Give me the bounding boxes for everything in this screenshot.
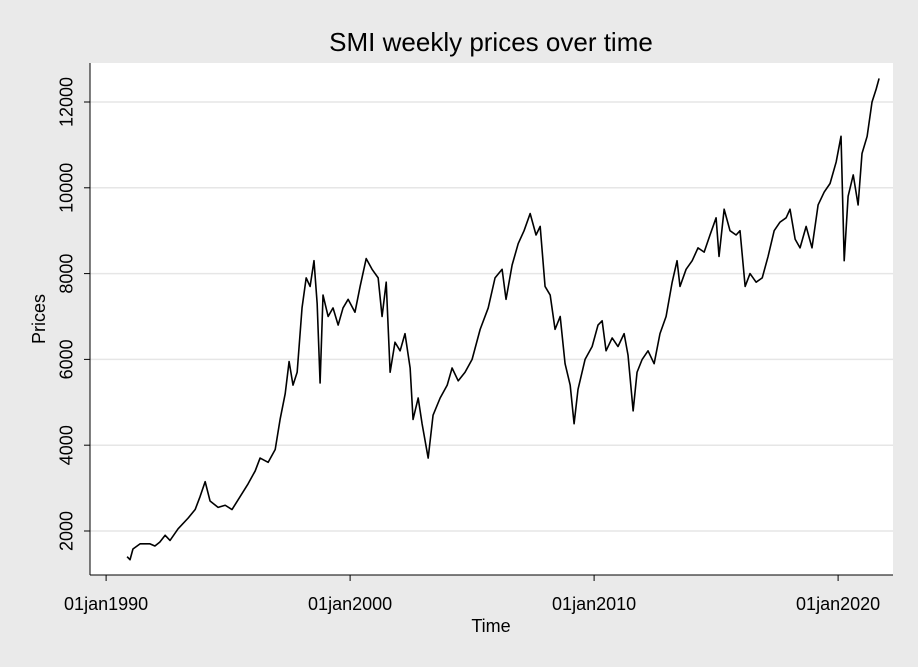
x-tick-label: 01jan2020 — [796, 594, 880, 614]
x-tick-label: 01jan2000 — [308, 594, 392, 614]
y-tick-label: 2000 — [57, 511, 77, 551]
y-axis-label: Prices — [29, 294, 49, 344]
y-tick-label: 8000 — [57, 254, 77, 294]
plot-area — [90, 63, 893, 575]
x-axis-label: Time — [471, 616, 510, 636]
x-tick-label: 01jan1990 — [64, 594, 148, 614]
y-tick-label: 12000 — [57, 77, 77, 127]
x-tick-label: 01jan2010 — [552, 594, 636, 614]
price-line — [126, 78, 880, 561]
y-tick-label: 4000 — [57, 425, 77, 465]
chart-title: SMI weekly prices over time — [329, 27, 653, 57]
y-tick-label: 10000 — [57, 163, 77, 213]
y-tick-label: 6000 — [57, 339, 77, 379]
